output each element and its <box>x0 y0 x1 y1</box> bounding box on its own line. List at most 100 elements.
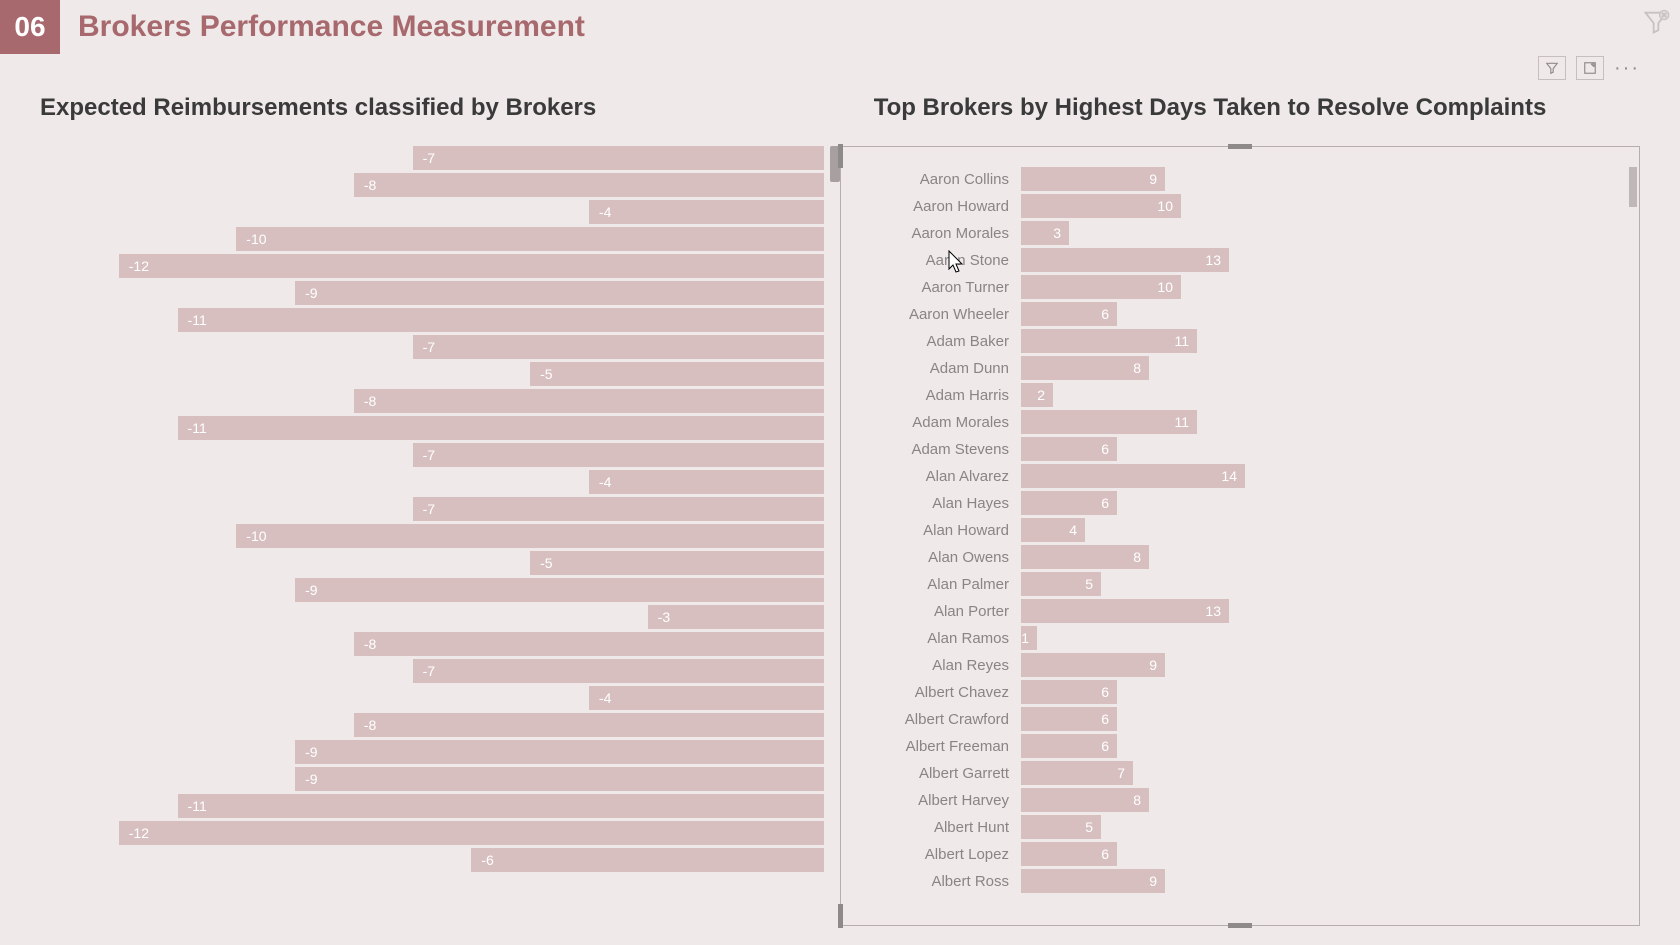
right-bar-row[interactable]: Alan Porter13 <box>851 599 1629 623</box>
left-bar[interactable]: -9 <box>295 740 824 764</box>
right-bar[interactable]: 6 <box>1021 437 1117 461</box>
left-bar-row[interactable]: -9 <box>40 578 840 602</box>
left-chart-body[interactable]: -7 -8 -4 -10 -12 -9 -11 -7 -5 -8 -11 -7 -4 -7 -10 -5 -9 -… <box>40 146 840 926</box>
left-bar[interactable]: -12 <box>119 821 824 845</box>
left-bar[interactable]: -6 <box>471 848 824 872</box>
left-bar-row[interactable]: -5 <box>40 551 840 575</box>
right-bar-row[interactable]: Alan Alvarez14 <box>851 464 1629 488</box>
right-bar[interactable]: 5 <box>1021 815 1101 839</box>
left-bar[interactable]: -4 <box>589 686 824 710</box>
right-bar-row[interactable]: Aaron Morales3 <box>851 221 1629 245</box>
left-bar[interactable]: -11 <box>178 794 824 818</box>
right-bar[interactable]: 11 <box>1021 329 1197 353</box>
clear-filter-icon[interactable] <box>1642 8 1670 36</box>
right-bar[interactable]: 6 <box>1021 491 1117 515</box>
right-bar[interactable]: 6 <box>1021 734 1117 758</box>
left-bar-row[interactable]: -11 <box>40 794 840 818</box>
left-bar[interactable]: -4 <box>589 470 824 494</box>
right-bar[interactable]: 6 <box>1021 302 1117 326</box>
right-bar[interactable]: 13 <box>1021 599 1229 623</box>
left-bar-row[interactable]: -7 <box>40 443 840 467</box>
left-bar[interactable]: -4 <box>589 200 824 224</box>
right-bar-row[interactable]: Albert Hunt5 <box>851 815 1629 839</box>
left-bar[interactable]: -9 <box>295 578 824 602</box>
right-bar-row[interactable]: Alan Owens8 <box>851 545 1629 569</box>
focus-mode-icon[interactable] <box>1576 56 1604 80</box>
more-options-icon[interactable]: ··· <box>1614 57 1640 80</box>
left-bar[interactable]: -7 <box>413 335 824 359</box>
right-bar[interactable]: 13 <box>1021 248 1229 272</box>
left-bar[interactable]: -8 <box>354 173 824 197</box>
right-bar-row[interactable]: Alan Reyes9 <box>851 653 1629 677</box>
right-bar-row[interactable]: Albert Harvey8 <box>851 788 1629 812</box>
resize-handle-left-bottom[interactable] <box>838 904 843 928</box>
right-bar-row[interactable]: Adam Dunn8 <box>851 356 1629 380</box>
right-bar-row[interactable]: Albert Crawford6 <box>851 707 1629 731</box>
left-bar-row[interactable]: -10 <box>40 524 840 548</box>
left-bar-row[interactable]: -3 <box>40 605 840 629</box>
right-chart-body[interactable]: Aaron Collins9 Aaron Howard10 Aaron Morale… <box>841 147 1639 925</box>
left-bar-row[interactable]: -8 <box>40 713 840 737</box>
left-bar-row[interactable]: -7 <box>40 659 840 683</box>
left-bar-row[interactable]: -10 <box>40 227 840 251</box>
left-bar-row[interactable]: -11 <box>40 416 840 440</box>
left-bar-row[interactable]: -7 <box>40 146 840 170</box>
left-bar[interactable]: -11 <box>178 416 824 440</box>
right-bar[interactable]: 14 <box>1021 464 1245 488</box>
left-bar-row[interactable]: -8 <box>40 632 840 656</box>
right-bar-row[interactable]: Adam Stevens6 <box>851 437 1629 461</box>
left-bar[interactable]: -7 <box>413 659 824 683</box>
right-bar[interactable]: 6 <box>1021 707 1117 731</box>
right-bar[interactable]: 8 <box>1021 356 1149 380</box>
right-bar-row[interactable]: Alan Howard4 <box>851 518 1629 542</box>
left-bar[interactable]: -8 <box>354 713 824 737</box>
right-bar-row[interactable]: Albert Ross9 <box>851 869 1629 893</box>
right-bar-row[interactable]: Aaron Howard10 <box>851 194 1629 218</box>
left-bar[interactable]: -11 <box>178 308 824 332</box>
left-bar[interactable]: -8 <box>354 632 824 656</box>
left-bar[interactable]: -9 <box>295 767 824 791</box>
left-bar-row[interactable]: -8 <box>40 389 840 413</box>
left-bar-row[interactable]: -9 <box>40 767 840 791</box>
left-bar[interactable]: -7 <box>413 146 824 170</box>
right-bar-row[interactable]: Aaron Turner10 <box>851 275 1629 299</box>
right-chart-frame[interactable]: Aaron Collins9 Aaron Howard10 Aaron Morale… <box>840 146 1640 926</box>
right-bar[interactable]: 5 <box>1021 572 1101 596</box>
right-bar[interactable]: 8 <box>1021 788 1149 812</box>
left-bar-row[interactable]: -11 <box>40 308 840 332</box>
right-bar[interactable]: 11 <box>1021 410 1197 434</box>
left-bar-row[interactable]: -7 <box>40 335 840 359</box>
left-bar-row[interactable]: -12 <box>40 254 840 278</box>
right-bar-row[interactable]: Adam Harris2 <box>851 383 1629 407</box>
right-bar-row[interactable]: Adam Baker11 <box>851 329 1629 353</box>
right-bar[interactable]: 6 <box>1021 842 1117 866</box>
resize-handle-top[interactable] <box>1228 144 1252 149</box>
right-bar-row[interactable]: Aaron Collins9 <box>851 167 1629 191</box>
left-bar[interactable]: -5 <box>530 551 824 575</box>
right-bar[interactable]: 7 <box>1021 761 1133 785</box>
right-bar[interactable]: 9 <box>1021 167 1165 191</box>
right-bar-row[interactable]: Albert Garrett7 <box>851 761 1629 785</box>
right-bar-row[interactable]: Alan Hayes6 <box>851 491 1629 515</box>
right-bar-row[interactable]: Aaron Wheeler6 <box>851 302 1629 326</box>
left-bar[interactable]: -10 <box>236 524 824 548</box>
right-bar-row[interactable]: Albert Freeman6 <box>851 734 1629 758</box>
right-bar[interactable]: 1 <box>1021 626 1037 650</box>
left-bar-row[interactable]: -4 <box>40 200 840 224</box>
right-bar-row[interactable]: Alan Ramos1 <box>851 626 1629 650</box>
right-bar[interactable]: 6 <box>1021 680 1117 704</box>
left-bar-row[interactable]: -4 <box>40 470 840 494</box>
right-bar[interactable]: 9 <box>1021 869 1165 893</box>
right-bar-row[interactable]: Albert Lopez6 <box>851 842 1629 866</box>
left-bar[interactable]: -7 <box>413 497 824 521</box>
left-bar-row[interactable]: -9 <box>40 740 840 764</box>
right-bar[interactable]: 4 <box>1021 518 1085 542</box>
right-scroll-thumb[interactable] <box>1629 167 1637 207</box>
right-bar[interactable]: 8 <box>1021 545 1149 569</box>
filter-icon[interactable] <box>1538 56 1566 80</box>
left-bar-row[interactable]: -8 <box>40 173 840 197</box>
left-bar[interactable]: -5 <box>530 362 824 386</box>
left-bar-row[interactable]: -6 <box>40 848 840 872</box>
right-bar[interactable]: 2 <box>1021 383 1053 407</box>
right-bar[interactable]: 9 <box>1021 653 1165 677</box>
